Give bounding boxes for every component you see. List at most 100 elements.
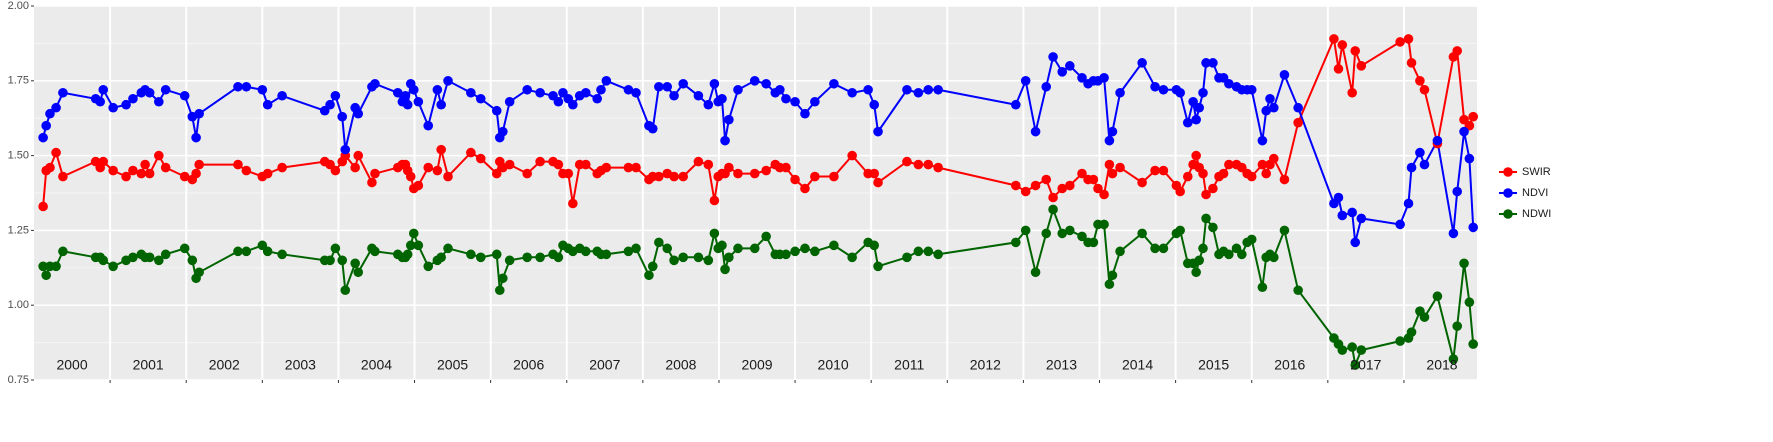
data-point: [1182, 117, 1193, 128]
data-point: [1175, 225, 1185, 236]
data-point: [241, 165, 252, 176]
data-point: [1158, 84, 1169, 95]
data-point: [662, 81, 673, 92]
data-point: [1030, 180, 1041, 191]
data-point: [873, 261, 883, 272]
data-point: [669, 255, 679, 266]
data-point: [475, 252, 486, 263]
data-point: [1224, 159, 1234, 170]
data-point: [829, 240, 839, 251]
data-point: [678, 78, 688, 89]
data-point: [1099, 219, 1109, 230]
grid: [34, 5, 1477, 381]
data-point: [761, 231, 771, 242]
data-point: [709, 78, 720, 89]
year-label: 2002: [209, 357, 240, 373]
y-tick-label: 2.00: [8, 0, 29, 12]
data-point: [1257, 282, 1268, 293]
data-point: [1350, 46, 1361, 56]
data-point: [1293, 102, 1303, 113]
data-point: [1419, 84, 1430, 95]
data-point: [568, 99, 578, 110]
data-point: [436, 252, 446, 263]
data-point: [1191, 114, 1201, 125]
data-point: [494, 285, 505, 296]
data-point: [325, 255, 335, 266]
data-point: [1057, 228, 1068, 239]
data-point: [1115, 162, 1125, 173]
data-point: [491, 105, 502, 116]
data-point: [1150, 243, 1160, 254]
data-point: [443, 171, 453, 182]
data-point: [1020, 225, 1031, 236]
data-point: [1104, 279, 1115, 290]
data-point: [1077, 73, 1087, 83]
data-point: [933, 249, 943, 260]
data-point: [601, 162, 612, 173]
data-point: [277, 162, 287, 173]
data-point: [187, 255, 198, 266]
data-point: [654, 81, 664, 92]
data-point: [262, 99, 273, 110]
data-point: [717, 240, 727, 251]
year-label: 2007: [589, 357, 620, 373]
data-point: [703, 159, 714, 170]
year-label: 2014: [1122, 357, 1153, 373]
data-point: [405, 171, 416, 182]
data-point: [563, 168, 574, 179]
data-point: [1246, 234, 1257, 245]
data-point: [475, 93, 486, 104]
data-point: [678, 171, 688, 182]
data-point: [330, 165, 341, 176]
data-point: [724, 162, 734, 173]
data-point: [1224, 78, 1234, 89]
data-point: [1452, 321, 1463, 331]
data-point: [1104, 159, 1115, 170]
data-point: [1208, 183, 1218, 194]
data-point: [491, 168, 502, 179]
data-point: [340, 285, 351, 296]
data-point: [1099, 189, 1109, 200]
data-point: [1048, 192, 1058, 203]
data-point: [45, 162, 55, 173]
data-point: [1175, 87, 1185, 98]
data-point: [800, 243, 810, 254]
data-point: [436, 144, 446, 155]
labels: 0.75 1.00 1.25 1.50 1.75 2.00 2000 2001 2002 2003…: [8, 0, 1458, 386]
data-point: [1347, 87, 1357, 98]
data-point: [693, 252, 704, 263]
data-point: [1158, 243, 1169, 254]
data-point: [869, 168, 880, 179]
data-point: [1464, 153, 1475, 164]
data-point: [535, 87, 545, 98]
data-point: [257, 84, 268, 95]
data-point: [749, 243, 760, 254]
data-point: [1198, 243, 1208, 254]
data-point: [58, 171, 68, 182]
data-point: [1415, 147, 1425, 158]
data-point: [1020, 186, 1031, 197]
data-point: [1194, 255, 1205, 266]
data-point: [194, 108, 204, 119]
data-point: [1194, 102, 1205, 113]
data-point: [241, 81, 252, 92]
data-point: [1419, 312, 1430, 322]
data-point: [790, 246, 800, 257]
data-point: [810, 246, 820, 257]
data-point: [423, 120, 434, 131]
data-point: [443, 76, 453, 86]
data-point: [1268, 102, 1279, 113]
data-point: [1261, 105, 1271, 116]
data-point: [829, 171, 839, 182]
legend-label: NDVI: [1522, 187, 1548, 199]
data-point: [1356, 61, 1367, 71]
data-point: [140, 159, 150, 170]
data-point: [902, 252, 912, 263]
data-point: [1246, 84, 1257, 95]
data-point: [194, 267, 204, 278]
data-point: [350, 162, 360, 173]
data-point: [1198, 87, 1208, 98]
data-point: [194, 159, 204, 170]
data-point: [1350, 360, 1361, 370]
